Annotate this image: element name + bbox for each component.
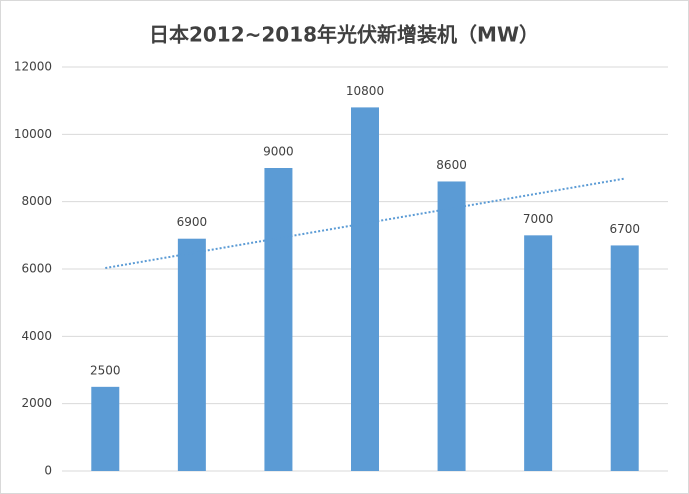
bar [351, 107, 379, 472]
data-label: 10800 [346, 84, 384, 98]
data-label: 8600 [436, 158, 467, 172]
bar [610, 245, 639, 471]
bar [264, 168, 293, 471]
bar [91, 386, 120, 471]
data-label: 2500 [90, 363, 121, 377]
data-label: 6900 [177, 215, 208, 229]
y-tick-label: 4000 [21, 329, 52, 343]
y-tick-label: 10000 [14, 127, 52, 141]
y-tick-label: 6000 [21, 262, 52, 276]
chart-title: 日本2012~2018年光伏新增装机（MW） [149, 23, 539, 47]
bar [524, 235, 553, 471]
y-tick-label: 12000 [14, 60, 52, 74]
y-tick-label: 8000 [21, 194, 52, 208]
y-tick-label: 0 [44, 464, 52, 478]
data-label: 7000 [523, 212, 554, 226]
data-label: 6700 [609, 222, 640, 236]
bar [437, 181, 466, 471]
y-tick-label: 2000 [21, 396, 52, 410]
data-label: 9000 [263, 145, 294, 159]
bar [177, 238, 206, 471]
